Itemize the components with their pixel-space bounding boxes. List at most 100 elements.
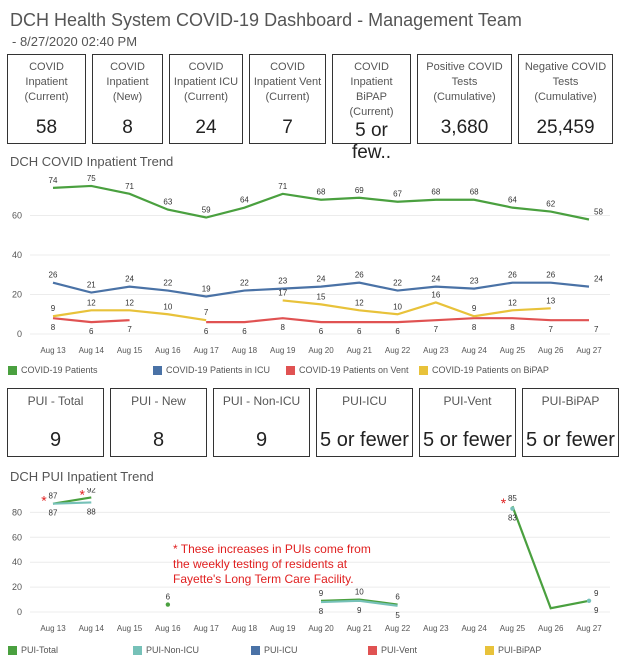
- series-line-0[interactable]: [511, 505, 590, 610]
- kpi-label: COVID Inpatient ICU (Current): [173, 61, 239, 103]
- kpi-value: 5 or fewer: [320, 429, 409, 451]
- legend-pui-non-icu[interactable]: PUI-Non-ICU: [133, 645, 251, 655]
- legend-swatch: [133, 645, 142, 655]
- data-label: 68: [470, 188, 479, 197]
- data-label: 63: [163, 198, 172, 207]
- annotation-asterisk: *: [501, 495, 507, 511]
- kpi-pui-icu[interactable]: PUI-ICU 5 or fewer: [316, 388, 413, 457]
- kpi-inpatient-new[interactable]: COVID Inpatient (New) 8: [92, 54, 163, 144]
- kpi-inpatient-current[interactable]: COVID Inpatient (Current) 58: [7, 54, 86, 144]
- series-line-1[interactable]: [52, 281, 590, 298]
- kpi-value: 24: [195, 117, 217, 138]
- data-label: 6: [395, 327, 400, 336]
- kpi-value: 25,459: [536, 117, 595, 138]
- dashboard-timestamp: - 8/27/2020 02:40 PM: [12, 34, 138, 49]
- data-point-1[interactable]: [510, 506, 515, 511]
- y-tick-label: 60: [12, 211, 22, 221]
- data-label: 19: [202, 284, 211, 293]
- kpi-positive-tests[interactable]: Positive COVID Tests (Cumulative) 3,680: [417, 54, 512, 144]
- data-label: 24: [431, 275, 440, 284]
- data-label: 6: [395, 593, 400, 602]
- data-label: 85: [508, 494, 517, 503]
- data-label: 12: [87, 298, 96, 307]
- data-label: 9: [594, 589, 599, 598]
- legend-label: COVID-19 Patients on BiPAP: [432, 365, 549, 375]
- series-line-3[interactable]: [52, 309, 207, 322]
- x-tick-label: Aug 26: [538, 624, 564, 633]
- data-label: 74: [49, 176, 58, 185]
- data-label: 13: [546, 296, 555, 305]
- data-label: 75: [87, 174, 96, 183]
- kpi-pui-vent[interactable]: PUI-Vent 5 or fewer: [419, 388, 516, 457]
- data-label: 9: [51, 304, 56, 313]
- kpi-negative-tests[interactable]: Negative COVID Tests (Cumulative) 25,459: [518, 54, 613, 144]
- x-tick-label: Aug 21: [347, 624, 373, 633]
- legend-pui-vent[interactable]: PUI-Vent: [368, 645, 485, 655]
- kpi-label: PUI-ICU: [342, 394, 387, 408]
- legend-swatch: [8, 645, 17, 655]
- kpi-inpatient-bipap[interactable]: COVID Inpatient BiPAP (Current) 5 or few.…: [332, 54, 411, 163]
- series-line-0[interactable]: [52, 184, 590, 221]
- kpi-label: Positive COVID Tests (Cumulative): [426, 61, 503, 103]
- series-line-1[interactable]: [320, 599, 398, 607]
- series-line-0[interactable]: [320, 598, 398, 606]
- x-tick-label: Aug 17: [193, 346, 219, 355]
- data-label: 71: [278, 182, 287, 191]
- legend-pui-bipap[interactable]: PUI-BiPAP: [485, 645, 602, 655]
- kpi-value: 5 or fewer: [526, 429, 615, 451]
- series-line-2[interactable]: [52, 317, 130, 324]
- x-tick-label: Aug 24: [461, 346, 487, 355]
- data-point-0[interactable]: [165, 602, 171, 607]
- kpi-label: PUI-Vent: [443, 394, 492, 408]
- pui-trend-chart: 0 20 40 60 80 Aug 13 Aug 14 Aug 15 Aug 16 Aug 17 A…: [12, 488, 610, 633]
- data-label: 26: [49, 271, 58, 280]
- data-label: 15: [317, 292, 326, 301]
- kpi-label: COVID Inpatient BiPAP (Current): [349, 61, 394, 118]
- data-label: 22: [393, 279, 402, 288]
- x-tick-label: Aug 19: [270, 624, 296, 633]
- legend-covid-icu[interactable]: COVID-19 Patients in ICU: [153, 365, 286, 375]
- x-tick-label: Aug 15: [117, 346, 143, 355]
- data-label: 9: [357, 606, 362, 615]
- data-label: 12: [508, 298, 517, 307]
- x-tick-label: Aug 23: [423, 346, 449, 355]
- kpi-pui-non-icu[interactable]: PUI - Non-ICU 9: [213, 388, 310, 457]
- x-tick-label: Aug 14: [79, 624, 105, 633]
- data-label: 7: [548, 325, 553, 334]
- kpi-pui-bipap[interactable]: PUI-BiPAP 5 or fewer: [522, 388, 619, 457]
- legend-swatch: [485, 645, 494, 655]
- y-tick-label: 0: [17, 607, 22, 617]
- kpi-value: 9: [255, 429, 268, 451]
- kpi-value: 58: [35, 117, 58, 138]
- x-tick-label: Aug 26: [538, 346, 564, 355]
- data-point-1[interactable]: [586, 598, 592, 603]
- kpi-inpatient-vent[interactable]: COVID Inpatient Vent (Current) 7: [249, 54, 326, 144]
- pui-trend-legend: PUI-Total PUI-Non-ICU PUI-ICU PUI-Vent P…: [8, 645, 602, 655]
- data-label: 8: [510, 323, 515, 332]
- kpi-value: 7: [282, 117, 293, 138]
- series-line-3[interactable]: [282, 299, 551, 318]
- data-label: 87: [49, 509, 58, 518]
- kpi-pui-new[interactable]: PUI - New 8: [110, 388, 207, 457]
- x-tick-label: Aug 14: [79, 346, 105, 355]
- kpi-label: PUI - Non-ICU: [222, 394, 301, 408]
- kpi-inpatient-icu[interactable]: COVID Inpatient ICU (Current) 24: [169, 54, 243, 144]
- data-label: 10: [355, 588, 364, 597]
- data-label: 6: [357, 327, 362, 336]
- series-line-2[interactable]: [206, 317, 589, 324]
- series-line-1[interactable]: [52, 501, 92, 505]
- legend-swatch: [419, 365, 428, 375]
- annotation-asterisk: *: [41, 493, 47, 509]
- annotation-asterisk: *: [80, 488, 86, 502]
- x-tick-label: Aug 25: [500, 624, 526, 633]
- legend-label: PUI-Total: [21, 645, 59, 655]
- kpi-value: 3,680: [440, 117, 489, 138]
- legend-pui-icu[interactable]: PUI-ICU: [251, 645, 368, 655]
- legend-covid-vent[interactable]: COVID-19 Patients on Vent: [286, 365, 419, 375]
- y-tick-label: 40: [12, 250, 22, 260]
- legend-pui-total[interactable]: PUI-Total: [8, 645, 133, 655]
- legend-covid-bipap[interactable]: COVID-19 Patients on BiPAP: [419, 365, 569, 375]
- kpi-pui-total[interactable]: PUI - Total 9: [7, 388, 104, 457]
- legend-covid-patients[interactable]: COVID-19 Patients: [8, 365, 153, 375]
- data-label: 68: [431, 188, 440, 197]
